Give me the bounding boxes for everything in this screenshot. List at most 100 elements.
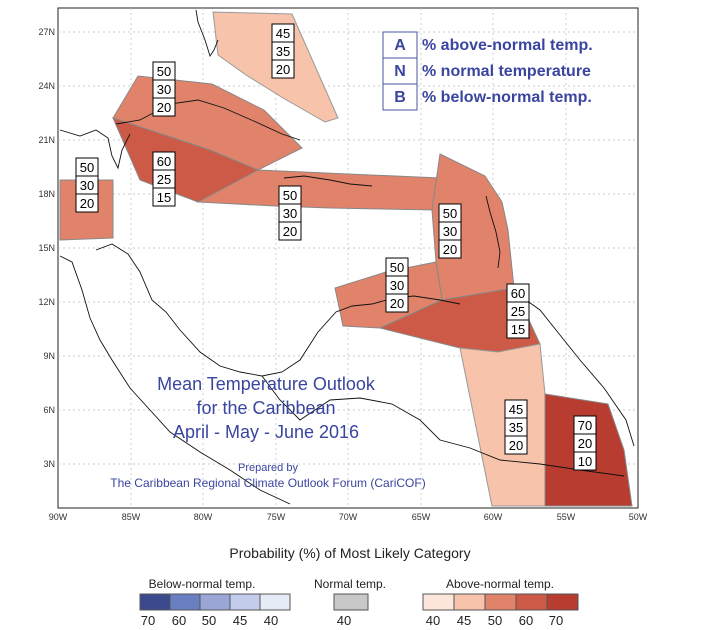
prob-above: 45 [509, 402, 523, 417]
tick: 60 [519, 613, 533, 628]
legend-above-title: Above-normal temp. [446, 577, 554, 591]
legend-below-swatches [139, 593, 291, 611]
tick: 70 [549, 613, 563, 628]
lon-label-65: 65W [412, 512, 431, 522]
tick: 50 [202, 613, 216, 628]
lon-label-90: 90W [49, 512, 68, 522]
lat-label-3: 3N [43, 459, 55, 469]
lon-axis: 90W 85W 80W 75W 70W 65W 60W 55W 50W [49, 512, 648, 522]
lon-label-75: 75W [267, 512, 286, 522]
prob-below: 15 [511, 322, 525, 337]
prob-normal: 30 [80, 178, 94, 193]
prob-normal: 20 [578, 436, 592, 451]
lat-label-15: 15N [38, 243, 55, 253]
prob-above: 60 [511, 286, 525, 301]
tick: 45 [233, 613, 247, 628]
prob-box-guyana: 45 35 20 [504, 399, 528, 455]
prob-below: 20 [157, 100, 171, 115]
prob-below: 20 [276, 62, 290, 77]
lon-label-80: 80W [194, 512, 213, 522]
prob-normal: 30 [157, 82, 171, 97]
swatch-below-70 [139, 593, 171, 611]
prob-normal: 30 [283, 206, 297, 221]
title-line-1: Mean Temperature Outlook [157, 374, 376, 394]
prob-box-french-guiana: 70 20 10 [573, 415, 597, 471]
prob-normal: 30 [443, 224, 457, 239]
key-letter-n: N [394, 63, 406, 80]
prob-above: 50 [443, 206, 457, 221]
swatch-below-45 [229, 593, 261, 611]
prob-normal: 35 [509, 420, 523, 435]
prob-above: 50 [390, 260, 404, 275]
prob-normal: 25 [157, 172, 171, 187]
prob-above: 50 [283, 188, 297, 203]
lat-axis: 27N 24N 21N 18N 15N 12N 9N 6N 3N [38, 27, 55, 469]
prob-above: 45 [276, 26, 290, 41]
tick: 40 [264, 613, 278, 628]
tick: 40 [337, 613, 351, 628]
key-letter-a: A [394, 37, 406, 54]
swatch-normal-40 [333, 593, 369, 611]
swatch-above-60 [515, 593, 548, 611]
swatch-above-45 [453, 593, 486, 611]
legend-above-ticks: 40 45 50 60 70 [426, 613, 563, 628]
title-line-2: for the Caribbean [196, 398, 335, 418]
key-text-b: % below-normal temp. [422, 89, 592, 106]
lat-label-9: 9N [43, 351, 55, 361]
legend-heading: Probability (%) of Most Likely Category [229, 545, 470, 561]
prob-below: 20 [390, 296, 404, 311]
credit-line-1: Prepared by [238, 462, 298, 474]
swatch-below-60 [169, 593, 201, 611]
legend-below-title: Below-normal temp. [149, 577, 256, 591]
key-box-b [382, 83, 418, 111]
swatch-above-70 [546, 593, 579, 611]
prob-above: 70 [578, 418, 592, 433]
swatch-below-50 [199, 593, 231, 611]
prob-box-lesser-antilles: 50 30 20 [438, 203, 462, 259]
swatch-above-50 [484, 593, 517, 611]
legend-below-ticks: 70 60 50 45 40 [141, 613, 278, 628]
swatch-below-40 [259, 593, 291, 611]
credit: Prepared by The Caribbean Regional Clima… [110, 462, 425, 490]
lat-label-12: 12N [38, 297, 55, 307]
tick: 40 [426, 613, 440, 628]
category-key: A N B % above-normal temp. % normal temp… [382, 31, 593, 111]
prob-box-abc-islands: 50 30 20 [385, 257, 409, 313]
legend-normal-title: Normal temp. [314, 577, 386, 591]
key-text-a: % above-normal temp. [422, 37, 593, 54]
prob-normal: 35 [276, 44, 290, 59]
key-box-n [382, 57, 418, 85]
swatch-above-40 [422, 593, 455, 611]
prob-below: 10 [578, 454, 592, 469]
prob-below: 20 [283, 224, 297, 239]
title-line-3: April - May - June 2016 [173, 422, 359, 442]
prob-above: 50 [80, 160, 94, 175]
prob-box-belize: 50 30 20 [75, 157, 99, 213]
prob-box-cuba: 50 30 20 [152, 61, 176, 117]
lat-label-18: 18N [38, 189, 55, 199]
prob-above: 60 [157, 154, 171, 169]
tick: 45 [457, 613, 471, 628]
legend-above-swatches [422, 593, 579, 611]
prob-below: 20 [80, 196, 94, 211]
prob-box-trinidad: 60 25 15 [506, 283, 530, 339]
prob-above: 50 [157, 64, 171, 79]
map-title: Mean Temperature Outlook for the Caribbe… [157, 374, 376, 442]
tick: 60 [172, 613, 186, 628]
lat-label-27: 27N [38, 27, 55, 37]
prob-normal: 30 [390, 278, 404, 293]
prob-below: 15 [157, 190, 171, 205]
prob-box-jamaica: 60 25 15 [152, 151, 176, 207]
probability-boxes: 45 35 20 50 30 20 60 25 15 50 30 [75, 23, 597, 471]
lon-label-70: 70W [339, 512, 358, 522]
prob-box-bahamas: 45 35 20 [271, 23, 295, 79]
lat-label-6: 6N [43, 405, 55, 415]
prob-box-hispaniola: 50 30 20 [278, 185, 302, 241]
lon-label-60: 60W [484, 512, 503, 522]
tick: 70 [141, 613, 155, 628]
tick: 50 [488, 613, 502, 628]
key-letter-b: B [394, 89, 406, 106]
lon-label-55: 55W [557, 512, 576, 522]
prob-below: 20 [443, 242, 457, 257]
